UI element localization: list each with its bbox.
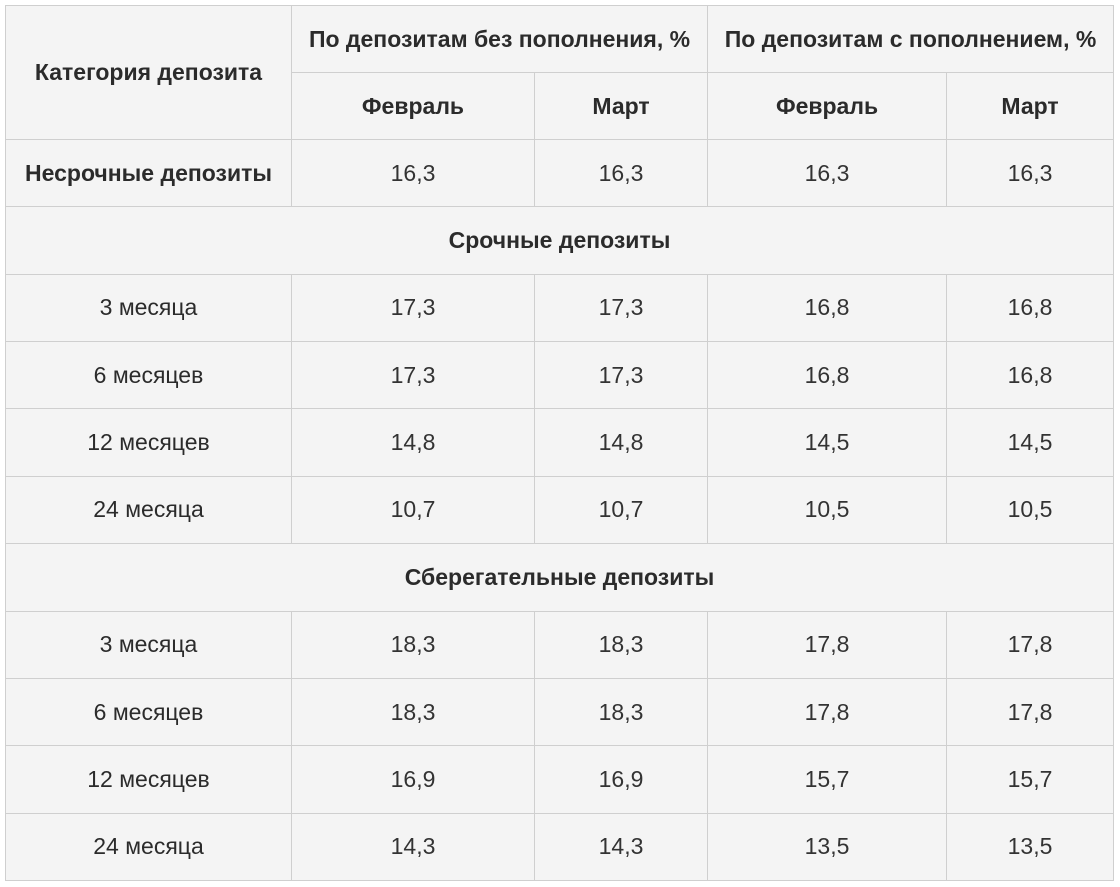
header-month-february: Февраль xyxy=(707,72,948,140)
table-row-demand: Несрочные депозиты 16,3 16,3 16,3 16,3 xyxy=(5,138,1115,208)
section-row-term: Срочные депозиты xyxy=(4,206,1115,275)
row-label: 6 месяцев xyxy=(5,341,292,410)
table-cell: 18,3 xyxy=(533,677,709,747)
table-row: 12 месяцев 14,8 14,8 14,5 14,5 xyxy=(5,408,1115,477)
header-row-groups: Категория депозита По депозитам без попо… xyxy=(5,5,1115,140)
table-cell: 16,9 xyxy=(533,745,709,814)
table-cell: 16,8 xyxy=(946,341,1115,410)
table-row: 6 месяцев 17,3 17,3 16,8 16,8 xyxy=(5,341,1115,410)
deposit-rates-table: Категория депозита По депозитам без попо… xyxy=(4,5,1115,882)
table-cell: 17,8 xyxy=(946,610,1115,679)
table-cell: 15,7 xyxy=(707,745,948,814)
table-cell: 14,5 xyxy=(707,408,948,477)
table-cell: 15,7 xyxy=(946,745,1115,814)
table-cell: 14,5 xyxy=(946,408,1115,477)
table-cell: 16,8 xyxy=(707,273,948,343)
table-cell: 18,3 xyxy=(291,677,535,747)
table-cell: 10,7 xyxy=(533,475,709,545)
row-label: 3 месяца xyxy=(5,610,292,679)
table-row: 3 месяца 18,3 18,3 17,8 17,8 xyxy=(5,610,1115,679)
table-cell: 17,3 xyxy=(291,273,535,343)
row-label: Несрочные депозиты xyxy=(5,138,292,208)
row-label: 24 месяца xyxy=(5,475,292,545)
table-cell: 14,8 xyxy=(533,408,709,477)
table-cell: 17,8 xyxy=(707,677,948,747)
row-label: 6 месяцев xyxy=(5,677,292,747)
row-label: 12 месяцев xyxy=(5,408,292,477)
table-cell: 16,3 xyxy=(707,138,948,208)
header-category: Категория депозита xyxy=(5,5,292,140)
table-cell: 10,5 xyxy=(707,475,948,545)
table-cell: 17,8 xyxy=(707,610,948,679)
table-cell: 17,3 xyxy=(533,341,709,410)
table-row: 12 месяцев 16,9 16,9 15,7 15,7 xyxy=(5,745,1115,814)
header-month-february: Февраль xyxy=(291,72,535,140)
table-cell: 16,3 xyxy=(946,138,1115,208)
row-label: 12 месяцев xyxy=(5,745,292,814)
table-cell: 13,5 xyxy=(707,812,948,882)
section-title: Сберегательные депозиты xyxy=(4,543,1115,612)
table-cell: 18,3 xyxy=(291,610,535,679)
table-cell: 16,9 xyxy=(291,745,535,814)
row-label: 24 месяца xyxy=(5,812,292,882)
table-cell: 13,5 xyxy=(946,812,1115,882)
table-row: 24 месяца 10,7 10,7 10,5 10,5 xyxy=(5,475,1115,545)
table-cell: 14,3 xyxy=(533,812,709,882)
table-cell: 16,8 xyxy=(946,273,1115,343)
header-group-with-topup: По депозитам с пополнением, % xyxy=(707,5,1115,73)
table-cell: 14,8 xyxy=(291,408,535,477)
table-cell: 16,3 xyxy=(533,138,709,208)
section-row-savings: Сберегательные депозиты xyxy=(4,543,1115,612)
table-row: 6 месяцев 18,3 18,3 17,8 17,8 xyxy=(5,677,1115,747)
table-cell: 16,3 xyxy=(291,138,535,208)
header-group-no-topup: По депозитам без пополнения, % xyxy=(290,5,709,73)
table-cell: 17,3 xyxy=(291,341,535,410)
table-cell: 18,3 xyxy=(533,610,709,679)
header-month-march: Март xyxy=(533,72,709,140)
table-cell: 10,5 xyxy=(946,475,1115,545)
table-row: 3 месяца 17,3 17,3 16,8 16,8 xyxy=(5,273,1115,343)
section-title: Срочные депозиты xyxy=(4,206,1115,275)
header-month-march: Март xyxy=(946,72,1115,140)
table-cell: 17,3 xyxy=(533,273,709,343)
table-cell: 14,3 xyxy=(291,812,535,882)
table-cell: 17,8 xyxy=(946,677,1115,747)
row-label: 3 месяца xyxy=(5,273,292,343)
table-cell: 10,7 xyxy=(291,475,535,545)
table-cell: 16,8 xyxy=(707,341,948,410)
table-row: 24 месяца 14,3 14,3 13,5 13,5 xyxy=(5,812,1115,882)
